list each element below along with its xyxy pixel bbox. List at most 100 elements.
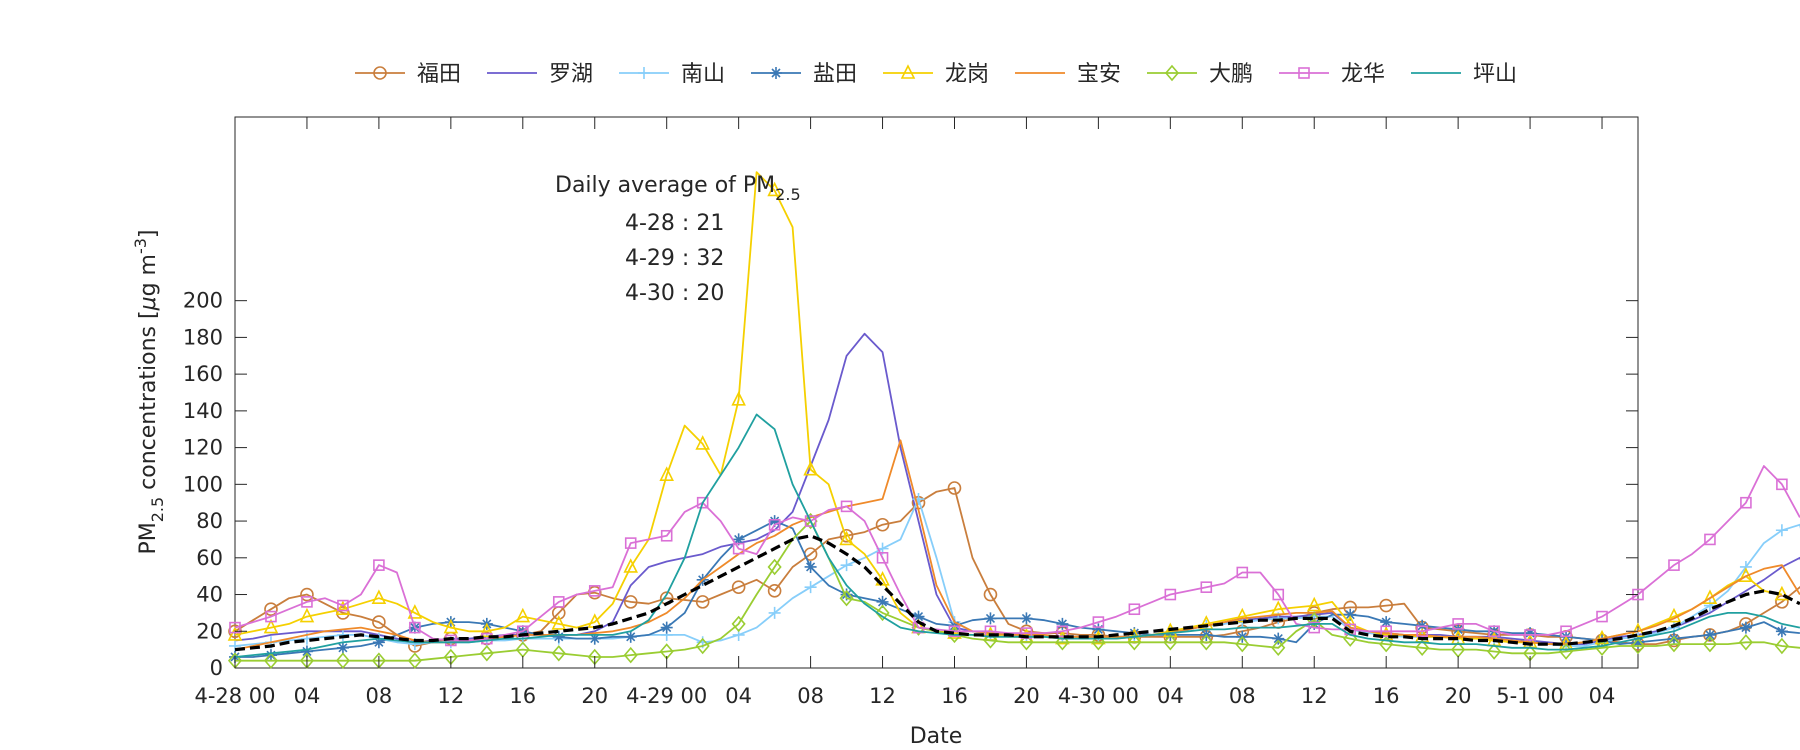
series-4-marker — [335, 600, 351, 616]
series-7-marker — [1164, 588, 1177, 601]
series-0-marker — [767, 584, 782, 598]
series-7-marker — [229, 621, 241, 634]
series-6-marker — [623, 646, 638, 664]
series-4-marker — [803, 460, 818, 476]
series-7-marker — [1308, 621, 1321, 634]
series-4-marker — [1234, 607, 1250, 623]
legend-item: 坪山 — [1411, 62, 1517, 87]
x-tick-label: 20 — [581, 684, 608, 708]
series-6-marker — [1271, 639, 1286, 657]
legend-item: 龙华 — [1279, 62, 1385, 87]
series-7-marker — [337, 599, 349, 612]
y-tick-label: 80 — [196, 509, 223, 533]
annotation-line-1: 4-29 : 32 — [625, 246, 724, 271]
x-tick-label: 04 — [1589, 684, 1616, 708]
series-0-marker — [623, 595, 638, 609]
series-6-marker — [1091, 634, 1106, 651]
series-7-marker — [1380, 625, 1392, 638]
x-tick-label: 4-28 00 — [194, 684, 275, 708]
series-4-marker — [623, 558, 639, 573]
series-3-marker — [300, 645, 313, 658]
series-3-marker — [732, 533, 745, 546]
x-tick-label: 16 — [1373, 684, 1400, 708]
series-7-marker — [1416, 625, 1428, 638]
series-6-marker — [1666, 635, 1682, 653]
series-3-marker — [768, 515, 781, 528]
series-6-marker — [983, 632, 998, 649]
series-7-marker — [768, 518, 781, 531]
series-6-marker — [839, 589, 854, 607]
axes-layer: 0 20 40 60 80 100 120 140 160 180 200 4-28 00 04 08 12… — [183, 117, 1638, 708]
series-6-marker — [335, 652, 350, 669]
series-average — [234, 534, 1800, 652]
legend-marker — [1298, 67, 1310, 79]
series-3-marker — [1128, 627, 1141, 640]
plot-area — [234, 116, 1639, 669]
series-4-marker — [407, 604, 423, 619]
series-6-marker — [1738, 634, 1753, 651]
daily-average-annotation: Daily average of PM2.5 4-28 : 21 4-29 : … — [555, 173, 801, 306]
series-6-marker — [551, 645, 566, 662]
legend-marker — [373, 66, 387, 80]
series-0-marker — [875, 517, 890, 532]
legend-item: 福田 — [355, 62, 461, 87]
series-4-marker — [515, 607, 531, 623]
x-tick-label: 04 — [725, 684, 752, 708]
legend-label: 罗湖 — [549, 62, 593, 87]
series-7-marker — [804, 515, 817, 527]
series-7-marker — [696, 496, 709, 509]
series-4-marker — [875, 571, 890, 586]
series-0-marker — [839, 528, 854, 543]
series-4-marker — [839, 530, 854, 546]
x-tick-label: 08 — [366, 684, 393, 708]
series-4-marker — [659, 466, 674, 481]
series-7-marker — [552, 596, 565, 608]
series-7-marker — [1524, 629, 1536, 641]
series-3-marker — [624, 630, 637, 643]
series-6-marker — [875, 604, 890, 622]
series-3-marker — [1667, 632, 1680, 645]
series-7-marker — [1488, 625, 1500, 638]
series-6-marker — [263, 652, 279, 669]
series-4-marker — [767, 181, 782, 197]
series-8-line — [234, 413, 1800, 658]
series-7-marker — [624, 537, 637, 549]
annotation-line-0: 4-28 : 21 — [625, 211, 724, 236]
x-tick-label: 12 — [869, 684, 896, 708]
annotation-title: Daily average of PM2.5 — [555, 173, 801, 204]
series-4-marker — [299, 607, 315, 623]
series-7-marker — [1056, 625, 1069, 638]
series-7-marker — [1200, 581, 1213, 593]
legend-label: 宝安 — [1077, 62, 1121, 87]
series-2-marker — [1739, 560, 1752, 573]
series-6-marker — [1487, 643, 1502, 660]
series-3-marker — [804, 560, 817, 573]
series-0-marker — [1775, 595, 1789, 609]
legend-label: 龙岗 — [945, 62, 989, 87]
series-6-marker — [1019, 634, 1034, 651]
x-tick-label: 16 — [509, 684, 536, 708]
x-tick-label: 4-30 00 — [1058, 684, 1139, 708]
series-3-marker — [1739, 621, 1752, 634]
series-2-marker — [912, 493, 925, 506]
series-6-marker — [1055, 634, 1070, 651]
series-6-marker — [1199, 634, 1214, 651]
legend-marker — [770, 67, 782, 79]
series-3-marker — [1775, 625, 1788, 638]
series-7-marker — [1236, 566, 1249, 579]
legend-item: 大鹏 — [1147, 62, 1253, 87]
legend-item: 龙岗 — [883, 62, 989, 87]
x-tick-label: 16 — [941, 684, 968, 708]
series-6-marker — [767, 558, 782, 576]
legend-marker — [1164, 64, 1180, 82]
series-0-marker — [264, 602, 278, 617]
y-tick-label: 120 — [183, 436, 223, 460]
series-7-marker — [660, 529, 673, 542]
legend-marker — [638, 67, 650, 79]
series-0-marker — [983, 587, 998, 602]
y-tick-label: 60 — [196, 546, 223, 570]
legend-label: 南山 — [681, 62, 725, 87]
series-3-marker — [372, 636, 385, 649]
series-7-marker — [373, 559, 385, 571]
